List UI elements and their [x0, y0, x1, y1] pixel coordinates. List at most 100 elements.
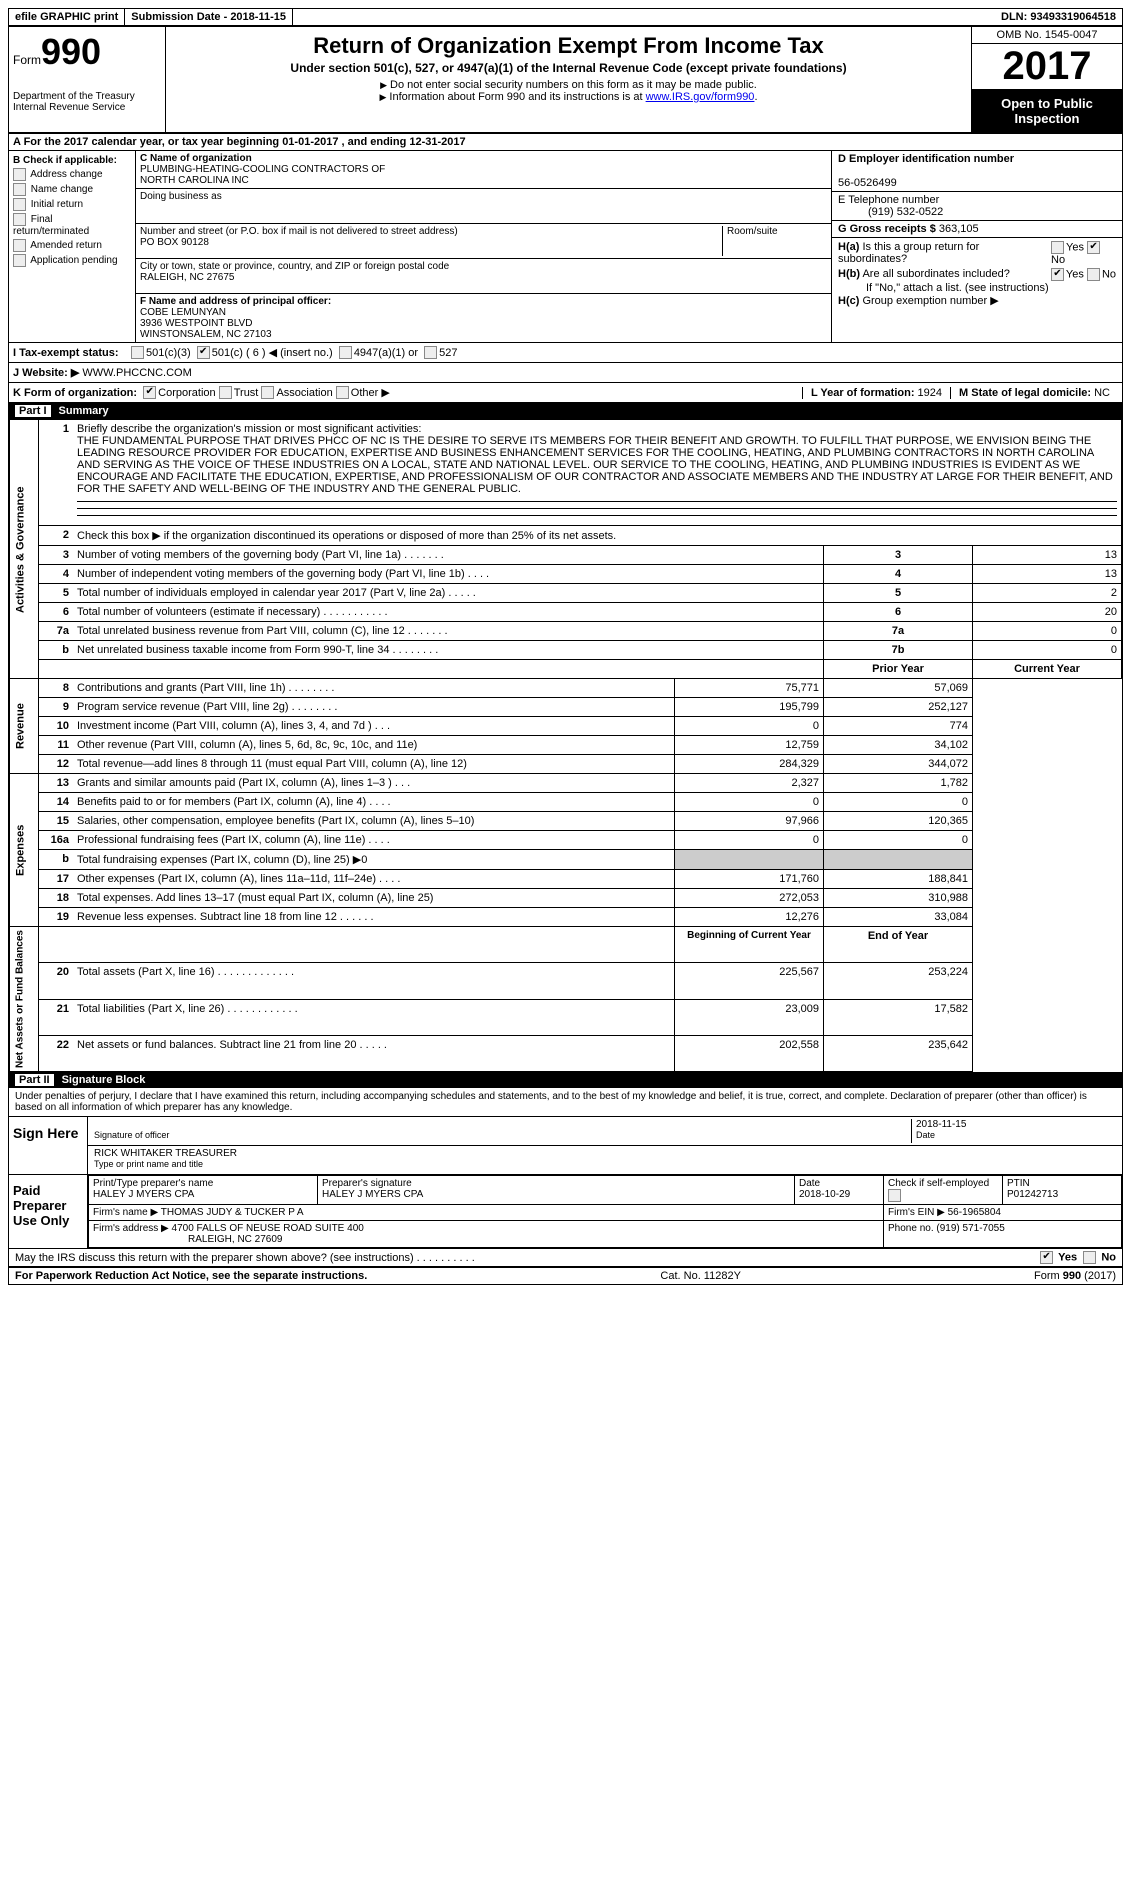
note-ssn: Do not enter social security numbers on …	[390, 79, 757, 91]
checkbox-address-change[interactable]	[13, 168, 26, 181]
table-row: 7aTotal unrelated business revenue from …	[10, 622, 1122, 641]
checkbox-hb-no[interactable]	[1087, 268, 1100, 281]
gross-label: G Gross receipts $	[838, 223, 939, 235]
efile-label: efile GRAPHIC print	[9, 9, 125, 25]
perjury-text: Under penalties of perjury, I declare th…	[9, 1088, 1122, 1116]
title-box: Return of Organization Exempt From Incom…	[166, 27, 971, 132]
table-row: 15Salaries, other compensation, employee…	[10, 812, 1122, 831]
city-label: City or town, state or province, country…	[140, 261, 449, 272]
hb-note: If "No," attach a list. (see instruction…	[838, 282, 1116, 294]
checkbox-ha-no[interactable]	[1087, 241, 1100, 254]
checkbox-discuss-no[interactable]	[1083, 1251, 1096, 1264]
table-row: 16aProfessional fundraising fees (Part I…	[10, 831, 1122, 850]
checkbox-other[interactable]	[336, 386, 349, 399]
column-d: D Employer identification number 56-0526…	[831, 151, 1122, 342]
footer-discuss: May the IRS discuss this return with the…	[9, 1248, 1122, 1266]
form-title: Return of Organization Exempt From Incom…	[176, 33, 961, 59]
checkbox-initial-return[interactable]	[13, 198, 26, 211]
table-row: bNet unrelated business taxable income f…	[10, 641, 1122, 660]
part2-header: Part II Signature Block	[9, 1072, 1122, 1088]
row-i: I Tax-exempt status: 501(c)(3) 501(c) ( …	[9, 343, 1122, 363]
arrow-icon	[380, 91, 390, 103]
table-row: 20Total assets (Part X, line 16) . . . .…	[10, 963, 1122, 999]
addr-value: PO BOX 90128	[140, 237, 209, 248]
dept-treasury: Department of the Treasury	[13, 91, 161, 102]
table-row: 9Program service revenue (Part VIII, lin…	[10, 698, 1122, 717]
dept-irs: Internal Revenue Service	[13, 102, 161, 113]
checkbox-527[interactable]	[424, 346, 437, 359]
header: Form990 Department of the Treasury Inter…	[9, 27, 1122, 134]
checkbox-501c[interactable]	[197, 346, 210, 359]
row-k: K Form of organization: Corporation Trus…	[9, 383, 1122, 403]
table-row: 17Other expenses (Part IX, column (A), l…	[10, 870, 1122, 889]
officer-label: F Name and address of principal officer:	[140, 296, 331, 307]
gross-value: 363,105	[939, 223, 979, 235]
dba-label: Doing business as	[140, 191, 222, 202]
vert-net-assets: Net Assets or Fund Balances	[10, 927, 39, 1072]
mission-text: THE FUNDAMENTAL PURPOSE THAT DRIVES PHCC…	[77, 435, 1113, 495]
checkbox-501c3[interactable]	[131, 346, 144, 359]
addr-label: Number and street (or P.O. box if mail i…	[140, 226, 458, 237]
ein-value: 56-0526499	[838, 177, 897, 189]
table-row: 4Number of independent voting members of…	[10, 565, 1122, 584]
checkbox-association[interactable]	[261, 386, 274, 399]
officer-printed-name: RICK WHITAKER TREASURER	[94, 1148, 237, 1159]
officer-addr1: 3936 WESTPOINT BLVD	[140, 318, 252, 329]
table-row: 6Total number of volunteers (estimate if…	[10, 603, 1122, 622]
website-value: WWW.PHCCNC.COM	[82, 367, 191, 379]
checkbox-name-change[interactable]	[13, 183, 26, 196]
column-c: C Name of organization PLUMBING-HEATING-…	[136, 151, 831, 342]
table-row: bTotal fundraising expenses (Part IX, co…	[10, 850, 1122, 870]
officer-name: COBE LEMUNYAN	[140, 307, 226, 318]
form-number-box: Form990 Department of the Treasury Inter…	[9, 27, 166, 132]
checkbox-final-return[interactable]	[13, 213, 26, 226]
form-990-container: efile GRAPHIC print Submission Date - 20…	[8, 8, 1123, 1285]
table-row: 14Benefits paid to or for members (Part …	[10, 793, 1122, 812]
city-value: RALEIGH, NC 27675	[140, 272, 235, 283]
table-row: 5Total number of individuals employed in…	[10, 584, 1122, 603]
col-b-title: B Check if applicable:	[13, 155, 131, 166]
row-j: J Website: ▶ WWW.PHCCNC.COM	[9, 363, 1122, 383]
vert-revenue: Revenue	[10, 679, 39, 774]
table-row: 21Total liabilities (Part X, line 26) . …	[10, 999, 1122, 1035]
top-bar: efile GRAPHIC print Submission Date - 20…	[9, 9, 1122, 27]
omb-number: OMB No. 1545-0047	[972, 27, 1122, 44]
phone-value: (919) 532-0522	[838, 206, 943, 218]
section-b-c-d: B Check if applicable: Address change Na…	[9, 151, 1122, 343]
table-row: 3Number of voting members of the governi…	[10, 546, 1122, 565]
checkbox-ha-yes[interactable]	[1051, 241, 1064, 254]
arrow-icon	[380, 79, 390, 91]
open-inspection: Open to Public Inspection	[972, 90, 1122, 132]
table-row: 18Total expenses. Add lines 13–17 (must …	[10, 889, 1122, 908]
room-label: Room/suite	[727, 226, 778, 237]
checkbox-4947[interactable]	[339, 346, 352, 359]
summary-table: Activities & Governance 1 Briefly descri…	[9, 419, 1122, 1072]
year-box: OMB No. 1545-0047 2017 Open to Public In…	[971, 27, 1122, 132]
officer-addr2: WINSTONSALEM, NC 27103	[140, 329, 272, 340]
note-info: Information about Form 990 and its instr…	[389, 91, 645, 103]
checkbox-application-pending[interactable]	[13, 254, 26, 267]
checkbox-corporation[interactable]	[143, 386, 156, 399]
checkbox-self-employed[interactable]	[888, 1189, 901, 1202]
org-name-2: NORTH CAROLINA INC	[140, 175, 249, 186]
form-subtitle: Under section 501(c), 527, or 4947(a)(1)…	[176, 61, 961, 75]
part1-header: Part I Summary	[9, 403, 1122, 419]
org-name-1: PLUMBING-HEATING-COOLING CONTRACTORS OF	[140, 164, 385, 175]
paid-preparer-row: Paid Preparer Use Only Print/Type prepar…	[9, 1174, 1122, 1248]
form-label: Form	[13, 53, 41, 67]
checkbox-discuss-yes[interactable]	[1040, 1251, 1053, 1264]
org-name-label: C Name of organization	[140, 153, 252, 164]
footer-paperwork: For Paperwork Reduction Act Notice, see …	[9, 1266, 1122, 1284]
table-row: 19Revenue less expenses. Subtract line 1…	[10, 908, 1122, 927]
row-a-tax-year: A For the 2017 calendar year, or tax yea…	[9, 134, 1122, 151]
dln: DLN: 93493319064518	[995, 9, 1122, 25]
table-row: 12Total revenue—add lines 8 through 11 (…	[10, 755, 1122, 774]
vert-expenses: Expenses	[10, 774, 39, 927]
phone-label: E Telephone number	[838, 194, 939, 206]
checkbox-hb-yes[interactable]	[1051, 268, 1064, 281]
column-b: B Check if applicable: Address change Na…	[9, 151, 136, 342]
checkbox-amended[interactable]	[13, 239, 26, 252]
irs-link[interactable]: www.IRS.gov/form990	[646, 91, 755, 103]
checkbox-trust[interactable]	[219, 386, 232, 399]
form-number: 990	[41, 31, 101, 72]
